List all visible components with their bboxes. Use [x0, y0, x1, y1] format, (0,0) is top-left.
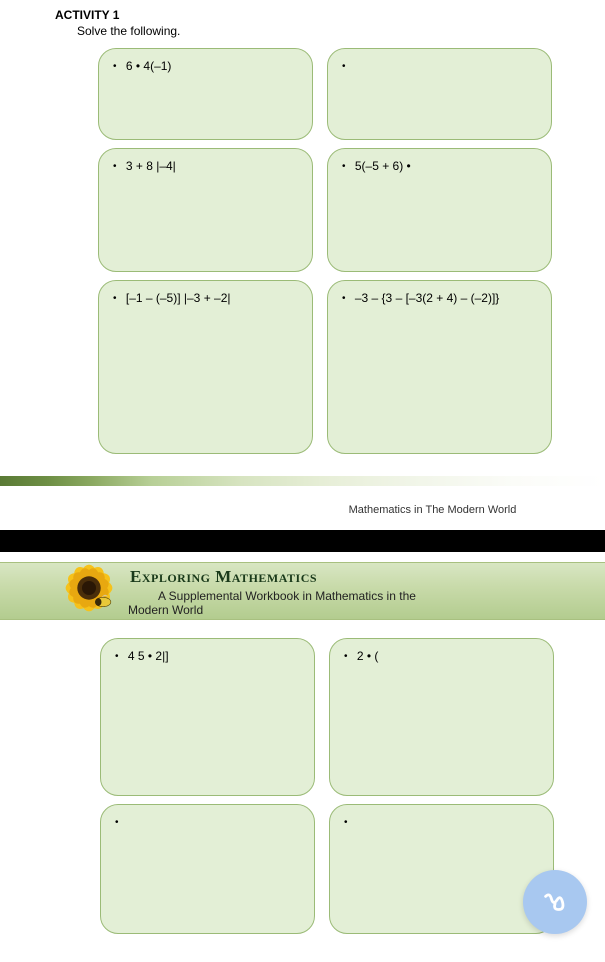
- expression: 2 • (: [357, 649, 379, 663]
- problem-box: • [–1 – (–5)] |–3 + –2|: [98, 280, 313, 454]
- problem-box: • 3 + 8 |–4|: [98, 148, 313, 272]
- bullet-icon: •: [342, 161, 346, 172]
- activity-instruction: Solve the following.: [77, 24, 605, 38]
- problem-box: •: [100, 804, 315, 934]
- problem-box: • 6 • 4(–1): [98, 48, 313, 140]
- page-header: ACTIVITY 1 Solve the following.: [0, 0, 605, 38]
- problem-box: • 2 • (: [329, 638, 554, 796]
- bullet-icon: •: [113, 61, 117, 72]
- problems-grid-bottom: • 4 5 • 2|] • 2 • ( • •: [0, 620, 605, 934]
- expression: 4 5 • 2|]: [128, 649, 169, 663]
- expression: [–1 – (–5)] |–3 + –2|: [126, 291, 231, 305]
- bullet-icon: •: [344, 651, 348, 662]
- bullet-icon: •: [115, 817, 119, 828]
- problem-box: • –3 – {3 – [–3(2 + 4) – (–2)]}: [327, 280, 552, 454]
- book-title: Exploring Mathematics: [130, 567, 605, 587]
- book-subtitle-line1: A Supplemental Workbook in Mathematics i…: [158, 589, 605, 603]
- bullet-icon: •: [113, 293, 117, 304]
- expression: 5(–5 + 6) •: [355, 159, 411, 173]
- page-footer-text: Mathematics in The Modern World: [260, 504, 605, 516]
- expression: 3 + 8 |–4|: [126, 159, 176, 173]
- problem-box: • 4 5 • 2|]: [100, 638, 315, 796]
- problems-grid-top: • 6 • 4(–1) • • 3 + 8 |–4| • 5(–5 + 6) •…: [0, 38, 605, 454]
- squiggle-icon: [540, 887, 570, 917]
- bullet-icon: •: [342, 293, 346, 304]
- bullet-icon: •: [113, 161, 117, 172]
- bullet-icon: •: [344, 817, 348, 828]
- sunflower-icon: [50, 549, 128, 627]
- gradient-divider: [0, 476, 605, 486]
- expression: 6 • 4(–1): [126, 59, 172, 73]
- problem-box: •: [327, 48, 552, 140]
- activity-title: ACTIVITY 1: [55, 8, 605, 22]
- book-header-band: Exploring Mathematics A Supplemental Wor…: [0, 562, 605, 620]
- bullet-icon: •: [342, 61, 346, 72]
- problem-box: •: [329, 804, 554, 934]
- draw-fab-button[interactable]: [523, 870, 587, 934]
- problem-box: • 5(–5 + 6) •: [327, 148, 552, 272]
- expression: –3 – {3 – [–3(2 + 4) – (–2)]}: [355, 291, 499, 305]
- book-subtitle-line2: Modern World: [128, 603, 605, 617]
- bullet-icon: •: [115, 651, 119, 662]
